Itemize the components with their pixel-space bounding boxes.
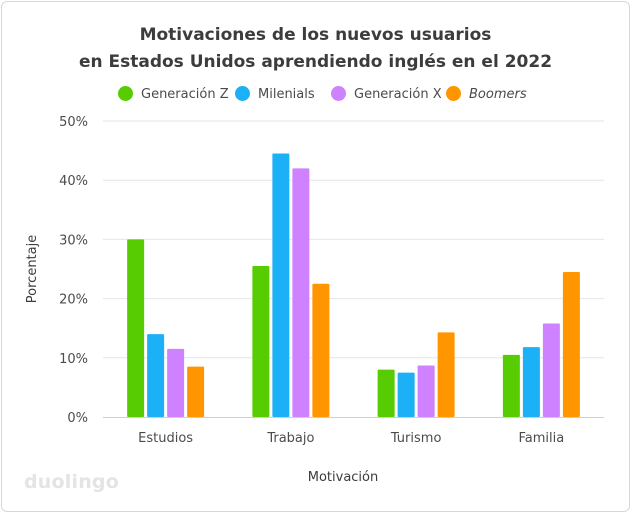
x-tick-label: Familia (519, 431, 565, 446)
legend-swatch-milenials (235, 86, 250, 101)
bar-familia-1 (502, 354, 520, 417)
x-axis-tick-labels: Estudios Trabajo Turismo Familia (138, 431, 564, 446)
y-tick-label: 30% (59, 233, 88, 248)
chart-title-line-1: Motivaciones de los nuevos usuarios (139, 25, 492, 45)
chart-title-line-2: en Estados Unidos aprendiendo inglés en … (78, 52, 553, 72)
legend-swatch-boomers (446, 86, 461, 101)
x-tick-label: Estudios (138, 431, 193, 446)
bar-estudios-2 (147, 334, 165, 417)
duolingo-logo: duolingo (24, 471, 119, 493)
bar-familia-4 (562, 271, 580, 417)
bar-estudios-4 (187, 366, 205, 417)
legend-swatch-generacion-x (331, 86, 346, 101)
bar-estudios-3 (167, 348, 185, 417)
legend-item-generacion-x: Generación X (331, 86, 442, 102)
x-tick-label: Trabajo (266, 431, 314, 446)
y-tick-label: 10% (59, 352, 88, 367)
legend-label-boomers: Boomers (469, 87, 527, 102)
gridlines (103, 120, 604, 359)
bar-turismo-3 (417, 365, 435, 417)
y-tick-label: 0% (67, 411, 88, 426)
legend-item-boomers: Boomers (446, 86, 527, 102)
bar-turismo-1 (377, 369, 395, 417)
legend-label-milenials: Milenials (258, 87, 315, 102)
legend-item-milenials: Milenials (235, 86, 315, 102)
bar-trabajo-2 (272, 153, 290, 417)
y-axis-label: Porcentaje (25, 235, 40, 303)
y-axis-tick-labels: 0% 10% 20% 30% 40% 50% (59, 115, 88, 426)
bar-turismo-2 (397, 372, 415, 417)
y-tick-label: 50% (59, 115, 88, 130)
bar-familia-3 (542, 323, 560, 417)
bars (127, 153, 580, 417)
y-tick-label: 40% (59, 174, 88, 189)
bar-trabajo-4 (312, 283, 330, 417)
bar-estudios-1 (127, 239, 145, 417)
bar-familia-2 (522, 347, 540, 417)
bar-turismo-4 (437, 332, 455, 417)
x-axis-label: Motivación (308, 470, 379, 485)
bar-trabajo-3 (292, 168, 310, 417)
legend-item-generacion-z: Generación Z (118, 86, 229, 102)
y-tick-label: 20% (59, 293, 88, 308)
legend-label-generacion-x: Generación X (354, 87, 442, 102)
legend: Generación Z Milenials Generación X Boom… (0, 84, 633, 106)
x-tick-label: Turismo (390, 431, 442, 446)
legend-label-generacion-z: Generación Z (141, 87, 229, 102)
legend-swatch-generacion-z (118, 86, 133, 101)
bar-trabajo-1 (252, 266, 270, 417)
